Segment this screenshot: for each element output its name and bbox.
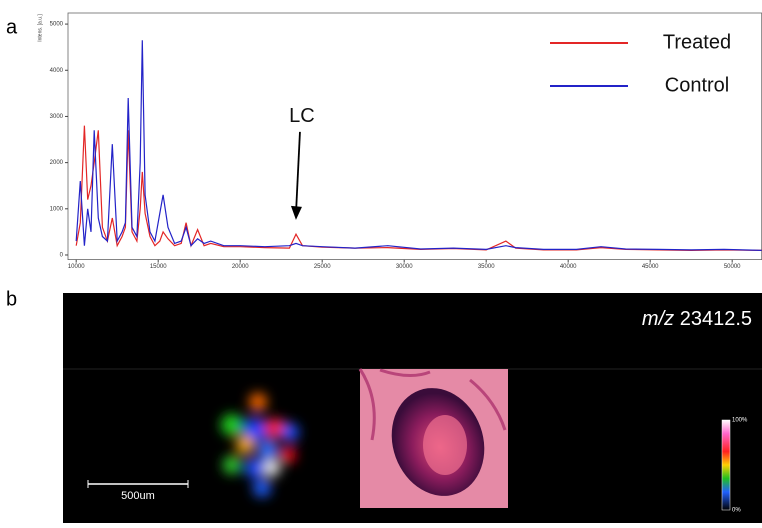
x-tick-label: 40000 — [560, 264, 577, 270]
x-tick-label: 25000 — [314, 264, 331, 270]
ion-image — [221, 393, 299, 497]
legend-label: Treated — [663, 31, 731, 53]
legend-label: Control — [665, 74, 729, 96]
colorbar — [721, 419, 731, 511]
x-tick-label: 50000 — [724, 264, 741, 270]
y-tick-label: 0 — [60, 253, 64, 259]
x-tick-label: 10000 — [68, 264, 85, 270]
scale-bar-label: 500um — [121, 490, 155, 502]
mz-value: 23412.5 — [680, 308, 752, 330]
mz-prefix: m/z — [642, 308, 674, 330]
spectrum-line — [75, 125, 762, 252]
image-panel: m/z 23412.5 500um 100% 0% — [63, 293, 762, 523]
y-tick-label: 2000 — [50, 160, 64, 166]
spectrum-chart: 0 1000 2000 3000 4000 5000 10000 15000 20000 2500… — [37, 12, 762, 270]
x-tick-label: 15000 — [150, 264, 167, 270]
x-tick-label: 30000 — [396, 264, 413, 270]
plot-frame — [67, 12, 762, 261]
y-tick-label: 1000 — [50, 206, 64, 212]
x-tick-label: 20000 — [232, 264, 249, 270]
panel-label: b — [6, 288, 17, 310]
mz-title: m/z 23412.5 — [642, 308, 752, 330]
tissue-fiber — [358, 368, 507, 441]
annotation-arrow — [295, 131, 301, 214]
panel-label: a — [6, 16, 18, 38]
spectrum-line — [75, 40, 762, 251]
y-tick-label: 3000 — [50, 114, 64, 120]
tissue-core — [423, 415, 467, 475]
colorbar-max: 100% — [732, 418, 748, 424]
y-tick-label: 5000 — [50, 22, 64, 28]
y-tick-label: 4000 — [50, 68, 64, 74]
colorbar-min: 0% — [732, 508, 741, 514]
x-tick-label: 45000 — [642, 264, 659, 270]
x-tick-label: 35000 — [478, 264, 495, 270]
y-axis-label: Intens. [a.u.] — [37, 14, 43, 42]
annotation-label: LC — [289, 105, 315, 127]
annotation-arrowhead — [290, 205, 302, 220]
